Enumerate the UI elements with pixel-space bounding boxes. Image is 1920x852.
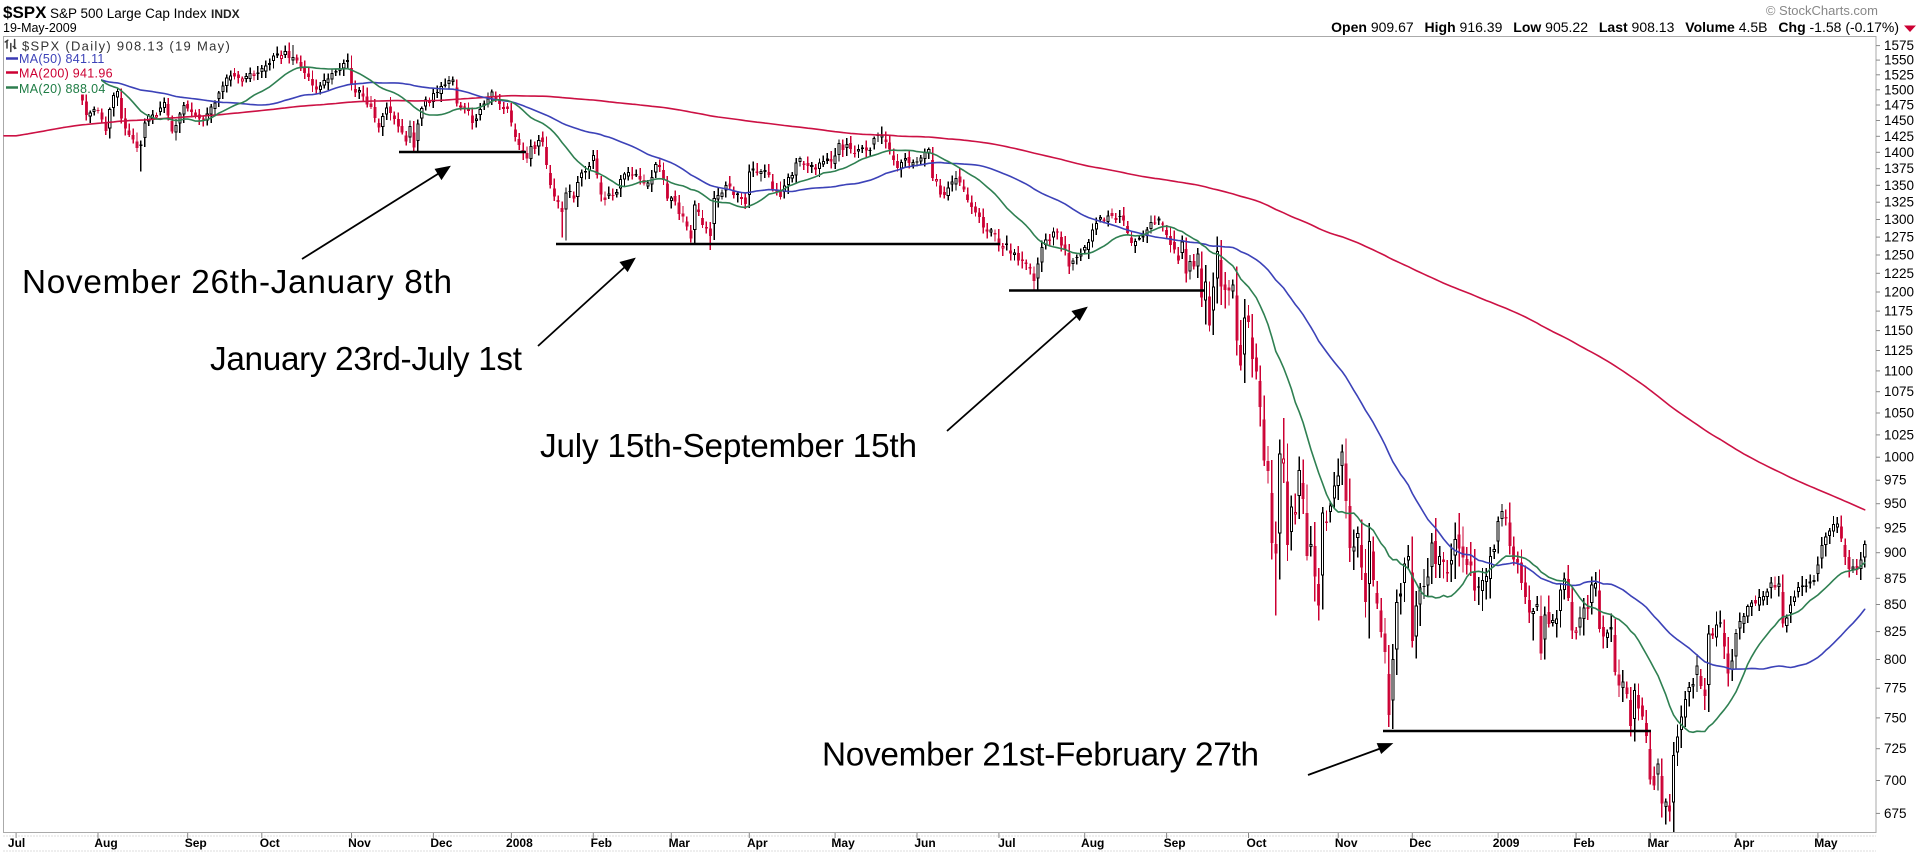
svg-text:1075: 1075 <box>1884 384 1914 399</box>
svg-text:1475: 1475 <box>1884 98 1914 113</box>
svg-text:January 23rd-July 1st: January 23rd-July 1st <box>210 341 522 378</box>
svg-text:November 26th-January 8th: November 26th-January 8th <box>22 264 452 301</box>
svg-text:Sep: Sep <box>1164 836 1186 850</box>
svg-text:1025: 1025 <box>1884 427 1914 442</box>
svg-text:Feb: Feb <box>1573 836 1594 850</box>
svg-text:May: May <box>1814 836 1838 850</box>
svg-text:975: 975 <box>1884 473 1907 488</box>
svg-text:MA(200) 941.96: MA(200) 941.96 <box>19 67 113 81</box>
svg-text:725: 725 <box>1884 741 1907 756</box>
svg-text:Nov: Nov <box>348 836 371 850</box>
svg-text:MA(20) 888.04: MA(20) 888.04 <box>19 82 106 96</box>
svg-text:1500: 1500 <box>1884 82 1914 97</box>
svg-text:1575: 1575 <box>1884 38 1914 53</box>
svg-text:2009: 2009 <box>1493 836 1520 850</box>
svg-text:1200: 1200 <box>1884 285 1914 300</box>
svg-text:Oct: Oct <box>260 836 280 850</box>
svg-text:Dec: Dec <box>430 836 452 850</box>
svg-text:Mar: Mar <box>669 836 691 850</box>
svg-text:1450: 1450 <box>1884 113 1914 128</box>
svg-text:875: 875 <box>1884 571 1907 586</box>
svg-text:19-May-2009: 19-May-2009 <box>3 21 77 35</box>
svg-text:1375: 1375 <box>1884 161 1914 176</box>
svg-text:INDX: INDX <box>211 7 240 21</box>
svg-text:1425: 1425 <box>1884 129 1914 144</box>
svg-text:Sep: Sep <box>185 836 207 850</box>
svg-text:Jul: Jul <box>8 836 25 850</box>
svg-text:Aug: Aug <box>94 836 117 850</box>
svg-text:1250: 1250 <box>1884 248 1914 263</box>
svg-text:1125: 1125 <box>1884 343 1913 358</box>
svg-text:July 15th-September 15th: July 15th-September 15th <box>540 428 917 465</box>
svg-text:950: 950 <box>1884 496 1907 511</box>
svg-text:© StockCharts.com: © StockCharts.com <box>1766 3 1878 18</box>
svg-text:775: 775 <box>1884 681 1907 696</box>
svg-text:1300: 1300 <box>1884 212 1914 227</box>
svg-text:925: 925 <box>1884 520 1907 535</box>
svg-text:700: 700 <box>1884 773 1907 788</box>
svg-text:Open 909.67 High 916.39 Low 90: Open 909.67 High 916.39 Low 905.22 Last … <box>1331 19 1899 35</box>
svg-text:MA(50) 841.11: MA(50) 841.11 <box>19 52 105 66</box>
svg-text:Apr: Apr <box>747 836 768 850</box>
svg-text:Mar: Mar <box>1648 836 1670 850</box>
svg-text:1100: 1100 <box>1884 363 1913 378</box>
svg-text:Oct: Oct <box>1246 836 1266 850</box>
svg-text:675: 675 <box>1884 806 1907 821</box>
svg-text:1325: 1325 <box>1884 195 1914 210</box>
svg-text:$SPX: $SPX <box>3 3 47 22</box>
svg-text:Aug: Aug <box>1081 836 1104 850</box>
svg-text:800: 800 <box>1884 652 1907 667</box>
svg-text:1150: 1150 <box>1884 323 1913 338</box>
svg-text:Jul: Jul <box>998 836 1015 850</box>
svg-text:1525: 1525 <box>1884 67 1914 82</box>
svg-text:Dec: Dec <box>1409 836 1431 850</box>
svg-text:1350: 1350 <box>1884 178 1914 193</box>
svg-text:$SPX (Daily) 908.13 (19 May): $SPX (Daily) 908.13 (19 May) <box>22 39 231 54</box>
svg-text:1275: 1275 <box>1884 230 1914 245</box>
svg-text:825: 825 <box>1884 624 1907 639</box>
svg-text:1225: 1225 <box>1884 266 1914 281</box>
svg-text:November 21st-February 27th: November 21st-February 27th <box>822 737 1259 774</box>
svg-text:Apr: Apr <box>1734 836 1755 850</box>
svg-text:Jun: Jun <box>914 836 935 850</box>
svg-text:1050: 1050 <box>1884 406 1914 421</box>
svg-text:1175: 1175 <box>1884 304 1913 319</box>
svg-text:750: 750 <box>1884 710 1907 725</box>
svg-text:May: May <box>831 836 855 850</box>
svg-text:1400: 1400 <box>1884 145 1914 160</box>
svg-text:S&P 500 Large Cap Index: S&P 500 Large Cap Index <box>50 6 207 21</box>
svg-text:1000: 1000 <box>1884 450 1914 465</box>
svg-text:2008: 2008 <box>506 836 533 850</box>
svg-text:1550: 1550 <box>1884 53 1914 68</box>
svg-text:900: 900 <box>1884 545 1907 560</box>
svg-text:Nov: Nov <box>1335 836 1358 850</box>
svg-text:850: 850 <box>1884 597 1907 612</box>
svg-text:Feb: Feb <box>591 836 612 850</box>
